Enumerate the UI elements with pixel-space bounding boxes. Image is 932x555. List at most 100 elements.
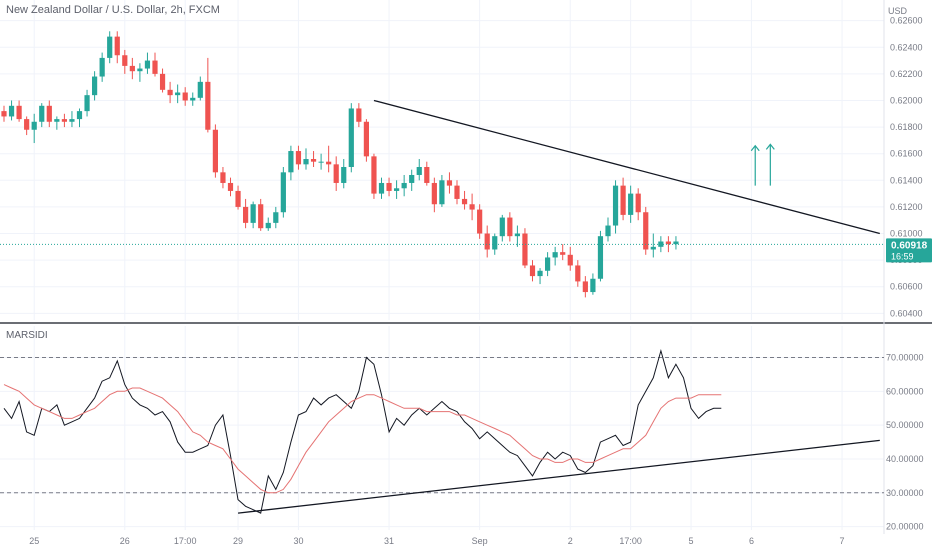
candle-body <box>205 81 211 130</box>
candle-body <box>8 105 15 117</box>
candle-body <box>99 57 105 77</box>
candle-body <box>673 241 679 245</box>
candle <box>92 71 98 101</box>
candle-body <box>371 156 377 194</box>
candle-body <box>552 252 558 258</box>
price-tick-label: 0.62600 <box>890 16 923 26</box>
candle <box>590 273 596 295</box>
candle-body <box>197 81 203 98</box>
candle <box>499 214 505 242</box>
candle <box>348 103 354 173</box>
candle-body <box>84 95 90 112</box>
candle <box>605 217 611 242</box>
candle <box>431 177 437 213</box>
candle-body <box>303 159 309 165</box>
candle-body <box>461 198 468 205</box>
candle-body <box>590 278 596 293</box>
candle-body <box>529 265 536 277</box>
candle <box>227 177 234 197</box>
candle <box>643 206 649 255</box>
candle-body <box>46 105 52 122</box>
candle-body <box>250 204 256 223</box>
candle-body <box>628 193 634 215</box>
candle-body <box>378 182 385 194</box>
candle <box>243 198 249 229</box>
price-badge-value: 0.60918 <box>891 240 928 251</box>
candle-body <box>492 236 498 250</box>
candle-body <box>446 180 453 186</box>
time-tick-label: 5 <box>689 536 694 546</box>
candle <box>280 167 286 218</box>
candle <box>310 151 317 167</box>
candle <box>333 156 339 191</box>
candle <box>575 260 581 287</box>
candle <box>76 108 83 128</box>
candle <box>212 124 218 178</box>
rsi-tick-label: 70.00000 <box>886 353 924 363</box>
candle-body <box>605 225 611 237</box>
candle <box>295 145 302 170</box>
candle <box>386 177 392 197</box>
candle <box>409 169 415 191</box>
candle <box>318 153 324 170</box>
candle <box>265 217 271 231</box>
candle-body <box>522 233 528 266</box>
candle <box>273 206 279 229</box>
candle-body <box>401 182 407 189</box>
candle <box>182 87 188 106</box>
time-tick-label: 29 <box>233 536 243 546</box>
candle-body <box>394 188 400 191</box>
price-tick-label: 0.60600 <box>890 282 923 292</box>
candle-body <box>386 182 392 191</box>
candle <box>114 31 120 64</box>
candle-body <box>318 161 324 163</box>
candle <box>356 103 362 128</box>
candle-body <box>182 92 188 101</box>
time-tick-label: 2 <box>568 536 573 546</box>
candle <box>477 204 483 239</box>
candle <box>401 174 407 197</box>
candle-body <box>650 246 656 250</box>
candle <box>363 119 369 162</box>
candle-body <box>310 159 317 162</box>
candle <box>673 236 679 250</box>
candle-body <box>582 281 588 293</box>
candle-body <box>227 182 234 191</box>
candle-body <box>454 185 460 199</box>
candle-body <box>477 209 483 234</box>
candle-body <box>499 217 505 237</box>
candle-body <box>643 212 649 250</box>
time-tick-label: 6 <box>749 536 754 546</box>
candle-body <box>424 167 430 183</box>
candle <box>152 52 158 77</box>
candle <box>46 100 52 128</box>
candle-body <box>409 174 415 183</box>
candle <box>507 212 513 242</box>
time-tick-label: Sep <box>472 536 488 546</box>
candle-body <box>152 60 158 74</box>
candle <box>461 190 468 210</box>
candle <box>190 92 196 106</box>
candle-body <box>431 182 437 205</box>
candle <box>235 185 241 210</box>
candle <box>24 116 30 136</box>
price-tick-label: 0.62200 <box>890 69 923 79</box>
candle <box>258 198 264 231</box>
candle-body <box>107 36 113 58</box>
candle <box>545 252 551 277</box>
candle-body <box>159 73 166 90</box>
candle <box>424 161 430 186</box>
candle-body <box>129 65 135 72</box>
price-tick-label: 0.61600 <box>890 149 923 159</box>
candle-body <box>265 222 271 229</box>
candle <box>39 103 45 128</box>
candle-body <box>635 193 641 213</box>
candle-body <box>514 233 520 237</box>
candle-body <box>54 119 60 122</box>
candle <box>8 100 15 121</box>
candle <box>69 111 75 128</box>
candle-body <box>665 241 671 245</box>
candle-body <box>122 55 128 66</box>
